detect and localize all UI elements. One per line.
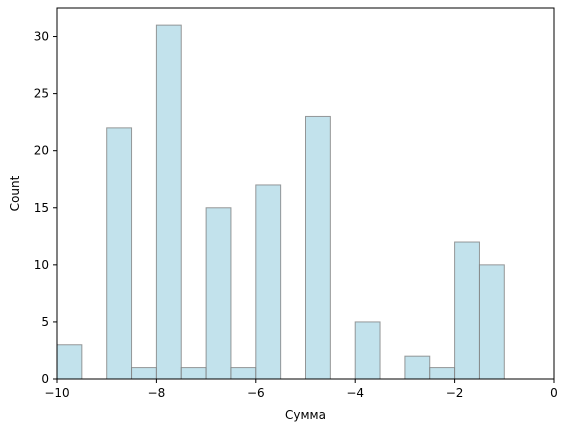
- histogram-bar: [155, 24, 182, 380]
- y-axis-ticks: 0 5 10 15 20 25 30: [34, 30, 57, 386]
- x-tick-label: −6: [247, 386, 265, 400]
- y-tick-label: 25: [34, 87, 49, 101]
- histogram-bar: [180, 367, 207, 380]
- x-tick-label: −8: [148, 386, 166, 400]
- y-tick-label: 10: [34, 258, 49, 272]
- histogram-bar: [478, 264, 505, 380]
- histogram-bar: [56, 344, 83, 380]
- histogram-bars: [56, 24, 505, 380]
- histogram-bar: [429, 367, 456, 380]
- x-tick-label: −2: [446, 386, 464, 400]
- histogram-bar: [305, 115, 331, 380]
- y-tick-label: 20: [34, 144, 49, 158]
- y-tick-label: 0: [41, 372, 49, 386]
- y-tick-label: 30: [34, 30, 49, 44]
- histogram-bar: [230, 367, 257, 380]
- histogram-bar: [131, 367, 157, 380]
- x-tick-label: −4: [346, 386, 364, 400]
- histogram-bar: [454, 241, 480, 380]
- y-tick-label: 15: [34, 201, 49, 215]
- histogram-bar: [255, 184, 282, 380]
- histogram-bar: [205, 207, 232, 380]
- y-tick-label: 5: [41, 315, 49, 329]
- x-tick-label: 0: [550, 386, 558, 400]
- histogram-bar: [106, 127, 133, 380]
- x-axis-label: Сумма: [285, 408, 326, 422]
- histogram-bar: [404, 355, 431, 380]
- histogram-bar: [354, 321, 381, 380]
- x-tick-label: −10: [44, 386, 69, 400]
- x-axis-ticks: −10 −8 −6 −4 −2 0: [44, 379, 558, 400]
- plot-frame: [56, 7, 555, 380]
- y-axis-label: Count: [8, 175, 22, 211]
